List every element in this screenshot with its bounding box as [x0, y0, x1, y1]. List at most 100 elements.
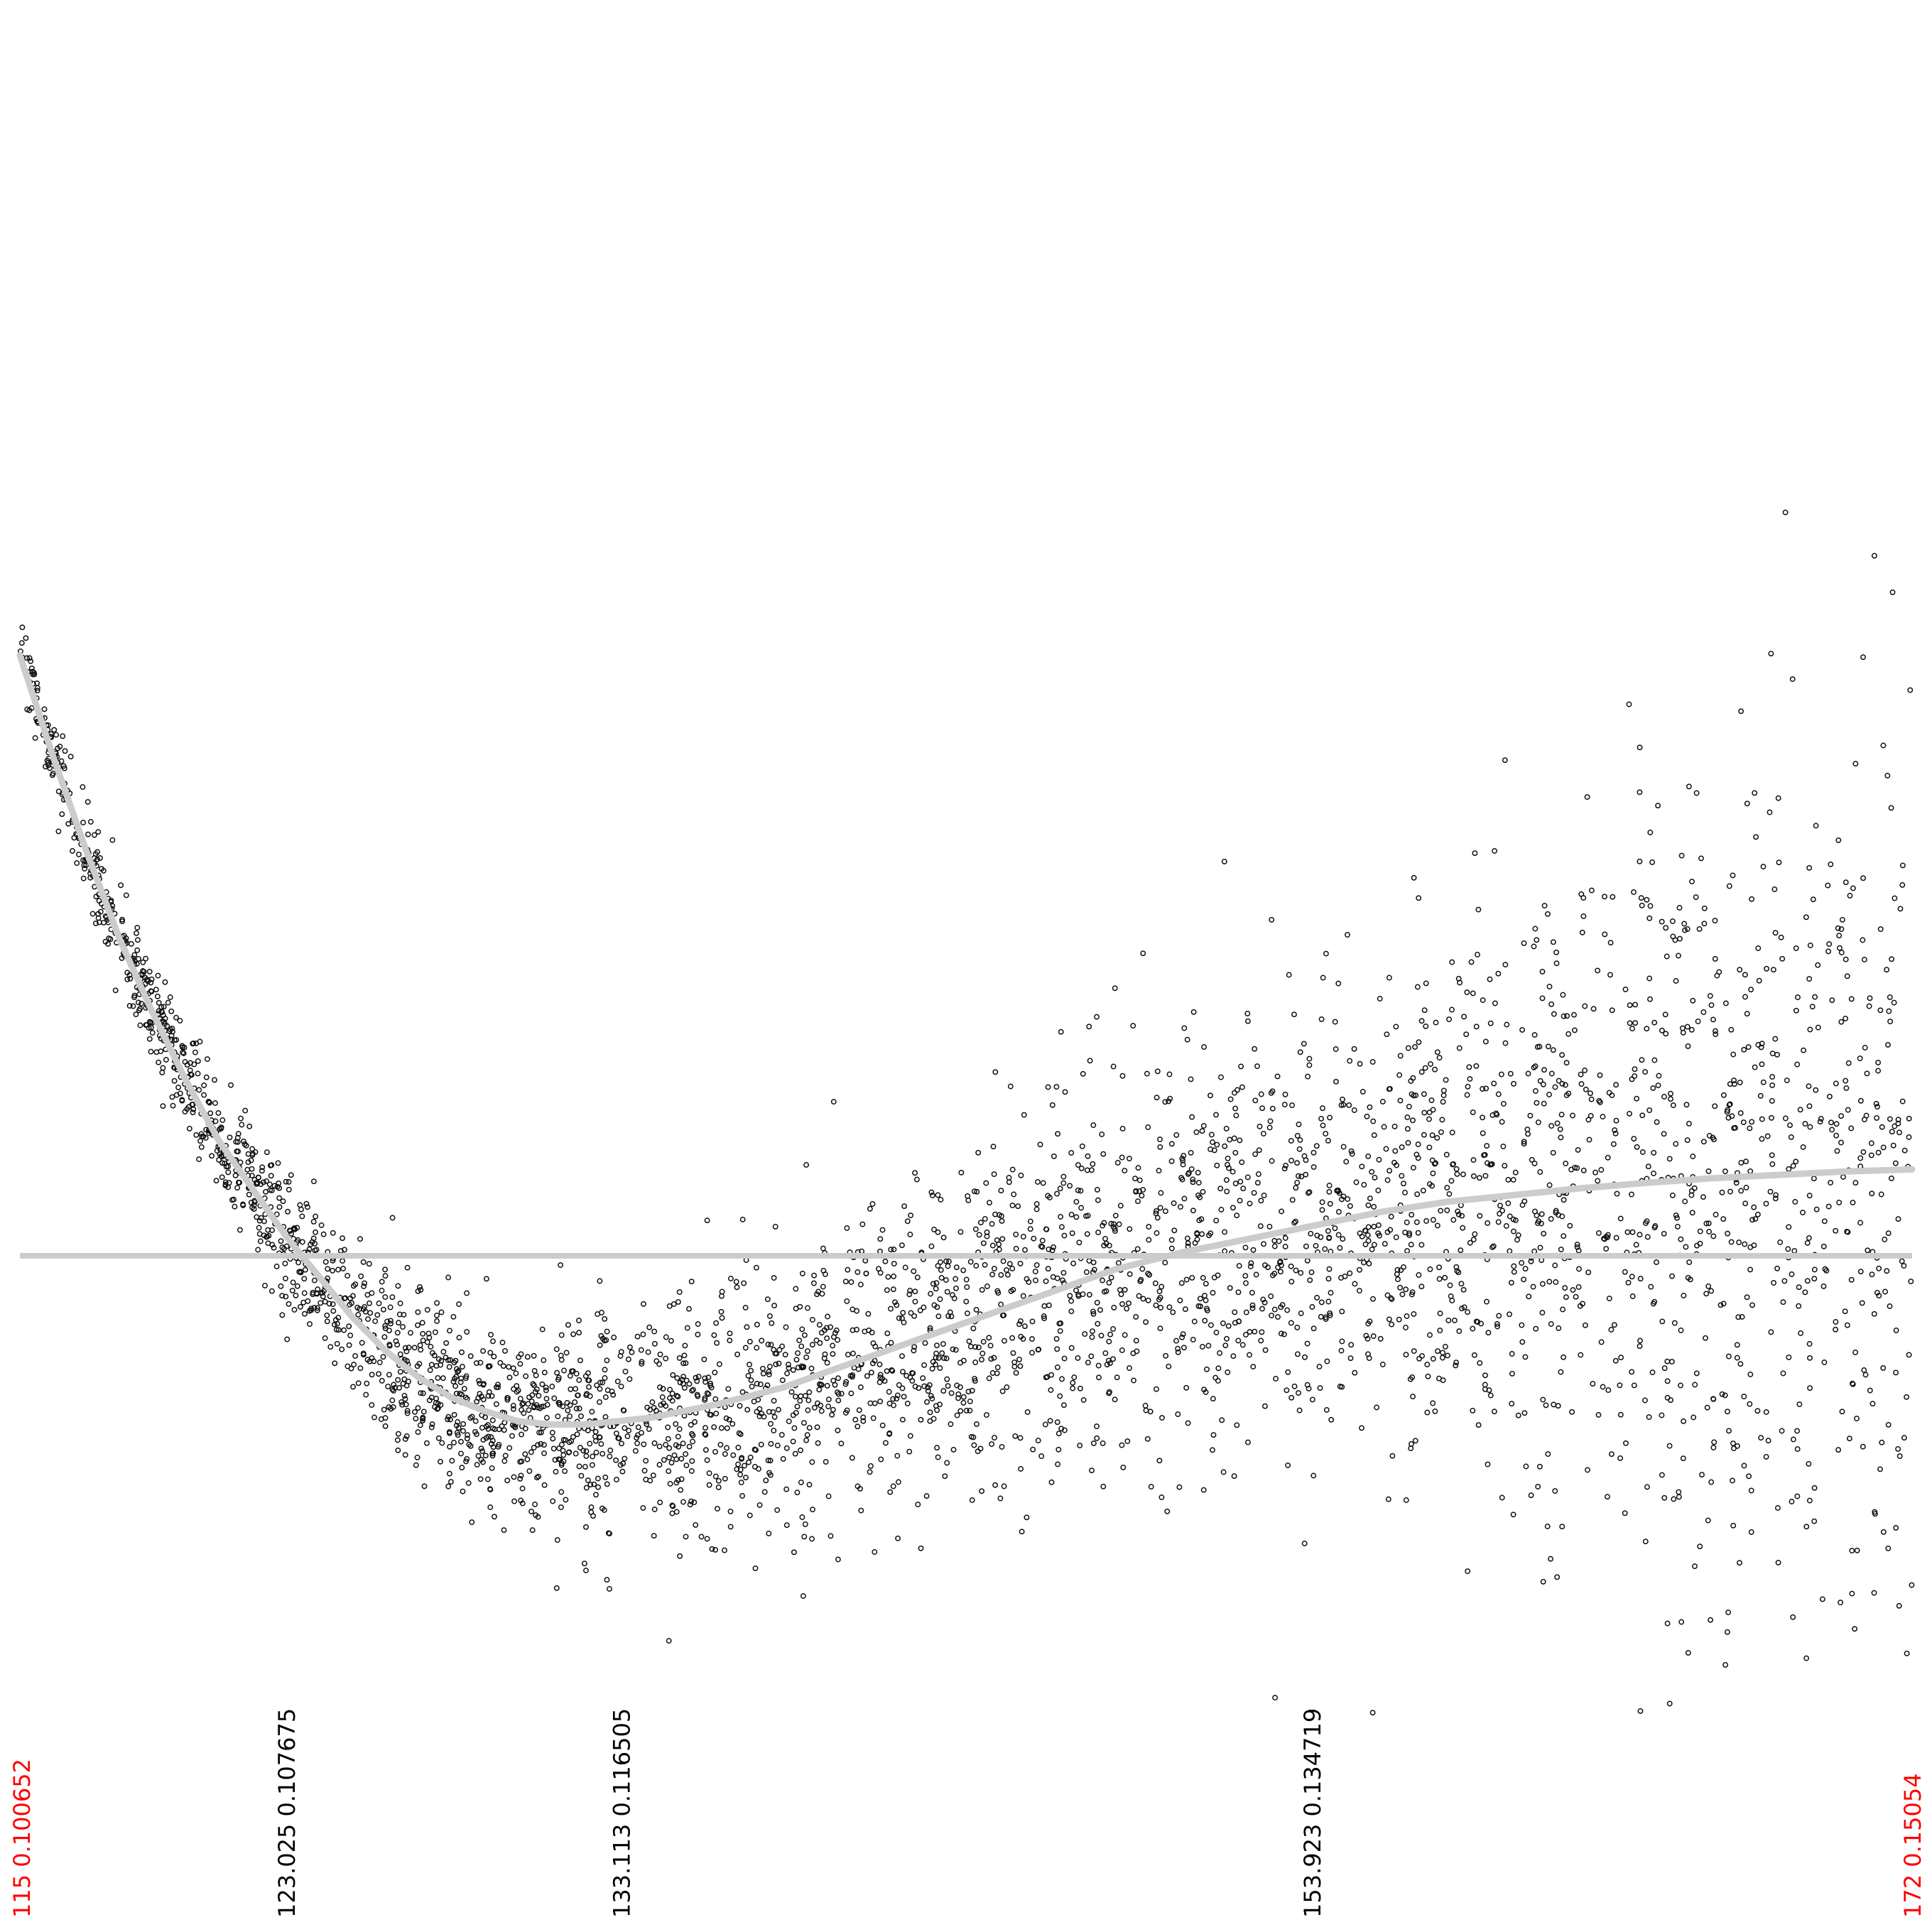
scatter-point: [1798, 1330, 1804, 1336]
scatter-point: [1719, 1189, 1725, 1195]
scatter-point: [1421, 1007, 1428, 1014]
scatter-point: [1395, 1276, 1401, 1283]
scatter-point: [1860, 654, 1866, 661]
scatter-point: [1595, 967, 1601, 974]
scatter-point: [1282, 1235, 1288, 1241]
scatter-point: [1410, 1394, 1416, 1400]
scatter-point: [948, 1313, 955, 1320]
scatter-point: [1659, 918, 1665, 925]
scatter-point: [1570, 1287, 1576, 1293]
scatter-point: [977, 1445, 984, 1452]
scatter-point: [1806, 1497, 1813, 1504]
scatter-point: [1786, 1354, 1792, 1360]
scatter-point: [798, 1447, 803, 1453]
scatter-point: [222, 1181, 229, 1188]
scatter-point: [1728, 1026, 1735, 1033]
scatter-point: [983, 1180, 989, 1186]
scatter-point: [1409, 1289, 1416, 1296]
scatter-point: [1418, 1018, 1425, 1024]
scatter-point: [457, 1390, 463, 1396]
scatter-point: [1769, 1082, 1776, 1088]
scatter-point: [128, 940, 134, 947]
scatter-point: [394, 1342, 401, 1348]
scatter-point: [1789, 676, 1796, 683]
scatter-point: [1825, 1203, 1832, 1210]
scatter-point: [1672, 937, 1678, 943]
scatter-point: [850, 1306, 856, 1313]
scatter-point: [992, 1069, 999, 1075]
scatter-point: [806, 1482, 813, 1488]
scatter-point: [953, 1264, 960, 1271]
scatter-point: [666, 1468, 672, 1475]
scatter-point: [1297, 1136, 1303, 1143]
scatter-point: [963, 1298, 970, 1305]
scatter-point: [587, 1482, 594, 1488]
scatter-point: [1343, 1158, 1350, 1165]
scatter-point: [1646, 1107, 1653, 1114]
scatter-point: [1352, 1281, 1358, 1287]
scatter-point: [1038, 1453, 1045, 1460]
scatter-point: [294, 1283, 300, 1289]
scatter-point: [1327, 1312, 1333, 1318]
scatter-point: [461, 1386, 467, 1392]
scatter-point: [130, 1003, 136, 1009]
scatter-point: [1337, 1244, 1343, 1251]
scatter-point: [1546, 1279, 1553, 1285]
scatter-point: [857, 1485, 863, 1492]
scatter-point: [891, 1261, 897, 1267]
scatter-point: [1119, 1073, 1126, 1079]
scatter-point: [1541, 903, 1548, 909]
scatter-point: [249, 1146, 256, 1152]
scatter-point: [746, 1459, 751, 1465]
scatter-point: [834, 1389, 840, 1396]
scatter-point: [1588, 887, 1595, 894]
scatter-point: [1846, 1436, 1852, 1442]
scatter-point: [638, 1347, 644, 1353]
scatter-point: [335, 1266, 342, 1273]
scatter-point: [347, 1333, 354, 1339]
scatter-point: [473, 1360, 479, 1367]
scatter-point: [1708, 1617, 1714, 1623]
scatter-point: [1682, 927, 1688, 933]
scatter-point: [894, 1392, 901, 1399]
scatter-point: [1752, 1064, 1758, 1070]
scatter-point: [803, 1162, 810, 1168]
scatter-point: [1259, 1105, 1266, 1112]
scatter-point: [1829, 997, 1835, 1004]
scatter-point: [1042, 1421, 1048, 1428]
scatter-point: [793, 1357, 800, 1363]
scatter-point: [900, 1310, 906, 1316]
scatter-point: [714, 1340, 720, 1346]
scatter-point: [645, 1349, 651, 1355]
scatter-point: [706, 1470, 712, 1477]
scatter-point: [1369, 1059, 1376, 1065]
scatter-point: [818, 1382, 825, 1388]
scatter-point: [346, 1342, 352, 1348]
scatter-point: [1895, 1120, 1901, 1127]
scatter-point: [1089, 1467, 1095, 1474]
scatter-point: [1781, 1278, 1788, 1284]
scatter-point: [1396, 1072, 1403, 1078]
scatter-point: [1289, 1197, 1296, 1203]
scatter-point: [1227, 1136, 1233, 1143]
scatter-point: [1752, 790, 1758, 796]
scatter-point: [286, 1301, 292, 1307]
scatter-point: [1531, 1032, 1538, 1038]
scatter-point: [1504, 1021, 1510, 1028]
scatter-point: [60, 763, 67, 769]
scatter-point: [513, 1370, 519, 1377]
scatter-point: [1575, 1247, 1582, 1254]
scatter-point: [477, 1360, 484, 1366]
scatter-point: [798, 1343, 805, 1350]
scatter-point: [483, 1423, 489, 1430]
scatter-point: [1158, 1494, 1165, 1500]
scatter-point: [1470, 990, 1476, 997]
scatter-point: [715, 1506, 720, 1512]
scatter-point: [844, 1298, 850, 1304]
scatter-point: [1181, 1345, 1187, 1351]
scatter-point: [1857, 1155, 1864, 1161]
scatter-point: [805, 1407, 811, 1413]
scatter-point: [1278, 1262, 1284, 1269]
scatter-point: [1384, 1292, 1391, 1298]
scatter-point: [357, 1365, 364, 1372]
